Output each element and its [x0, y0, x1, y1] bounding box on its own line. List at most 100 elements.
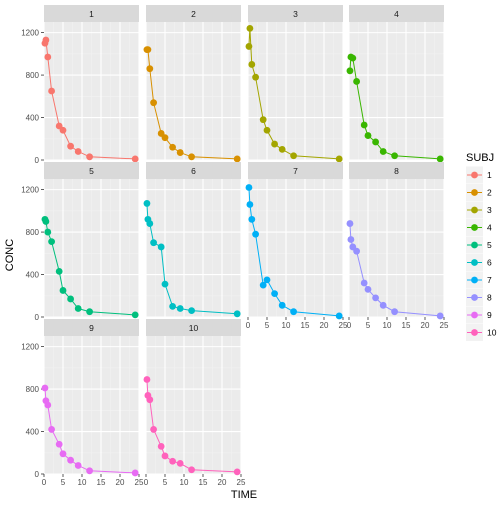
data-point — [55, 267, 63, 275]
x-tick-label: 15 — [199, 478, 208, 487]
facet-panel: 9 0 400 800 1200 0 5 10 15 20 25 — [21, 319, 144, 487]
x-tick-label: 25 — [135, 478, 144, 487]
legend-key-point — [471, 294, 478, 301]
data-point — [391, 152, 398, 160]
facet-strip-label: 3 — [293, 9, 298, 19]
data-point — [161, 134, 169, 142]
data-point — [188, 153, 196, 161]
data-point — [176, 459, 184, 467]
facet-panel: 4 — [346, 5, 445, 163]
data-point — [364, 286, 372, 293]
facet-strip-label: 6 — [191, 166, 196, 176]
y-tick-label: 400 — [26, 428, 40, 437]
data-point — [349, 54, 357, 62]
facet-panel: 8 0 5 10 15 20 25 — [346, 162, 449, 330]
data-point — [263, 276, 271, 284]
x-axis-title: TIME — [231, 489, 257, 501]
data-point — [143, 376, 151, 383]
data-point — [233, 468, 241, 476]
legend: SUBJ 1 2 3 4 5 6 7 8 9 10 — [466, 152, 497, 341]
facet-panel: 1 0 400 800 1200 — [21, 5, 140, 165]
legend-item: 5 — [466, 236, 492, 254]
legend-item: 2 — [466, 184, 492, 201]
data-point — [248, 215, 256, 223]
legend-label: 10 — [487, 328, 497, 338]
y-tick-label: 1200 — [21, 29, 39, 38]
x-tick-label: 10 — [180, 478, 189, 487]
legend-label: 6 — [487, 258, 492, 268]
legend-key-point — [471, 276, 478, 284]
data-point — [353, 78, 360, 85]
facet-strip-label: 4 — [394, 9, 399, 19]
data-point — [42, 36, 50, 44]
y-tick-label: 800 — [26, 71, 40, 80]
data-point — [131, 155, 139, 163]
data-point — [74, 148, 82, 155]
facet-strip — [44, 162, 139, 179]
data-point — [252, 230, 259, 238]
y-tick-label: 0 — [35, 156, 40, 165]
legend-item: 9 — [466, 306, 492, 324]
data-point — [245, 184, 253, 191]
legend-title: SUBJ — [466, 152, 494, 164]
x-tick-label: 0 — [347, 321, 352, 330]
legend-label: 3 — [487, 205, 492, 215]
data-point — [169, 457, 177, 465]
data-point — [436, 312, 444, 320]
legend-key-point — [471, 206, 478, 214]
data-point — [169, 302, 177, 310]
data-point — [233, 310, 241, 318]
data-point — [233, 155, 241, 163]
data-point — [150, 239, 158, 247]
data-point — [372, 294, 379, 302]
x-tick-label: 5 — [366, 321, 371, 330]
data-point — [360, 279, 368, 287]
data-point — [146, 220, 154, 227]
legend-key-point — [471, 189, 478, 196]
data-point — [67, 295, 74, 303]
x-tick-label: 20 — [218, 478, 227, 487]
legend-label: 7 — [487, 275, 492, 285]
facet-strip — [349, 5, 444, 22]
data-point — [364, 132, 372, 139]
facet-panel: 5 0 400 800 1200 — [21, 162, 140, 322]
facet-panel: 10 0 5 10 15 20 25 — [143, 319, 246, 487]
y-tick-label: 0 — [35, 470, 40, 479]
data-point — [246, 24, 254, 32]
data-point — [188, 466, 196, 474]
data-point — [259, 116, 267, 124]
x-tick-label: 20 — [320, 321, 329, 330]
facet-strip-label: 10 — [189, 323, 199, 333]
data-point — [44, 228, 52, 236]
data-point — [157, 443, 165, 450]
data-point — [252, 73, 259, 81]
legend-item: 10 — [466, 324, 497, 341]
data-point — [146, 65, 154, 73]
data-point — [161, 452, 169, 460]
data-point — [290, 308, 297, 316]
x-tick-label: 25 — [339, 321, 348, 330]
data-point — [263, 126, 271, 134]
data-point — [188, 307, 196, 315]
x-tick-label: 25 — [237, 478, 246, 487]
legend-key-point — [471, 241, 478, 249]
facet-strip — [146, 162, 241, 179]
y-tick-label: 800 — [26, 228, 40, 237]
facet-strip-label: 1 — [89, 9, 94, 19]
data-point — [86, 467, 93, 475]
legend-label: 4 — [487, 223, 492, 233]
data-point — [150, 99, 158, 107]
data-point — [353, 247, 360, 255]
data-point — [44, 401, 52, 409]
data-point — [259, 281, 267, 289]
x-tick-label: 0 — [144, 478, 149, 487]
data-point — [41, 384, 49, 392]
data-point — [372, 138, 379, 146]
series-line — [44, 219, 136, 316]
legend-item: 7 — [466, 271, 492, 289]
data-point — [48, 426, 55, 433]
x-tick-label: 0 — [42, 478, 47, 487]
facet-strip — [146, 319, 241, 336]
facet-strip — [44, 319, 139, 336]
